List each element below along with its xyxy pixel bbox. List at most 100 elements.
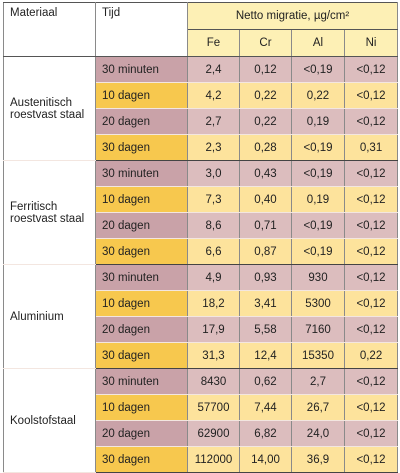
header-time: Tijd (95, 2, 188, 57)
time-cell: 30 dagen (95, 238, 188, 265)
time-cell: 30 minuten (95, 264, 188, 291)
value-cell: 15350 (291, 342, 345, 369)
value-cell: 3,41 (239, 290, 292, 317)
time-cell: 30 minuten (95, 368, 188, 395)
value-cell: <0,19 (291, 56, 345, 83)
value-cell: 930 (291, 264, 345, 291)
value-cell: 6,82 (239, 420, 292, 447)
material-cell: Austenitisch roestvast staal (3, 56, 96, 161)
value-cell: <0,12 (343, 186, 399, 213)
table-row: Aluminium 30 minuten 4,9 0,93 930 <0,12 (3, 264, 399, 369)
value-cell: 0,22 (291, 82, 345, 109)
value-cell: <0,12 (343, 238, 399, 265)
value-cell: 0,12 (239, 56, 292, 83)
table-row: 10 dagen 57700 7,44 26,7 <0,12 (4, 394, 399, 421)
table-row: Ferritisch roestvast staal 30 minuten 3,0 0… (3, 160, 399, 265)
value-cell: 24,0 (291, 420, 345, 447)
time-cell: 30 minuten (95, 56, 188, 83)
time-cell: 10 dagen (95, 394, 188, 421)
value-cell: 3,0 (187, 160, 240, 187)
header-material: Materiaal (3, 2, 96, 57)
value-cell: <0,12 (343, 368, 399, 395)
value-cell: 2,3 (187, 134, 240, 161)
value-cell: 0,43 (239, 160, 292, 187)
time-cell: 20 dagen (95, 108, 188, 135)
value-cell: <0,12 (343, 212, 399, 239)
table-row: 10 dagen 7,3 0,40 0,19 <0,12 (4, 186, 399, 213)
value-cell: 12,4 (239, 342, 292, 369)
header-elements-row: Fe Cr Al Ni (4, 29, 399, 57)
header-element: Fe (187, 29, 240, 57)
value-cell: 5,58 (239, 316, 292, 343)
value-cell: 2,7 (187, 108, 240, 135)
value-cell: 0,87 (239, 238, 292, 265)
value-cell: <0,12 (343, 394, 399, 421)
value-cell: <0,12 (343, 420, 399, 447)
migration-table: Materiaal Tijd Netto migratie, µg/cm² Fe… (3, 2, 399, 473)
table-row: 20 dagen 17,9 5,58 7160 <0,12 (4, 316, 399, 343)
value-cell: 18,2 (187, 290, 240, 317)
value-cell: 0,19 (291, 108, 345, 135)
value-cell: 62900 (187, 420, 240, 447)
value-cell: 7,3 (187, 186, 240, 213)
value-cell: <0,12 (343, 316, 399, 343)
value-cell: 0,71 (239, 212, 292, 239)
value-cell: <0,12 (343, 56, 399, 83)
time-cell: 30 minuten (95, 160, 188, 187)
value-cell: 26,7 (291, 394, 345, 421)
value-cell: <0,12 (343, 82, 399, 109)
value-cell: 2,4 (187, 56, 240, 83)
value-cell: 0,62 (239, 368, 292, 395)
time-cell: 10 dagen (95, 290, 188, 317)
table-row: Koolstofstaal 30 minuten 8430 0,62 2,7 <0,12 (3, 368, 399, 473)
value-cell: 7,44 (239, 394, 292, 421)
material-cell: Ferritisch roestvast staal (3, 160, 96, 265)
header-migration: Netto migratie, µg/cm² (186, 2, 399, 30)
value-cell: <0,12 (343, 108, 399, 135)
header-element: Cr (239, 29, 292, 57)
value-cell: 6,6 (187, 238, 240, 265)
value-cell: 0,40 (239, 186, 292, 213)
header-element: Al (291, 29, 345, 57)
header-element: Ni (343, 29, 399, 57)
value-cell: 8,6 (187, 212, 240, 239)
value-cell: 0,22 (239, 82, 292, 109)
value-cell: 17,9 (187, 316, 240, 343)
value-cell: 57700 (187, 394, 240, 421)
table-row: 20 dagen 8,6 0,71 <0,19 <0,12 (4, 212, 399, 239)
value-cell: <0,19 (291, 212, 345, 239)
value-cell: 8430 (187, 368, 240, 395)
table-row: 10 dagen 4,2 0,22 0,22 <0,12 (4, 82, 399, 109)
table-row: 10 dagen 18,2 3,41 5300 <0,12 (4, 290, 399, 317)
value-cell: <0,19 (291, 238, 345, 265)
table-row: 20 dagen 2,7 0,22 0,19 <0,12 (4, 108, 399, 135)
value-cell: <0,12 (343, 290, 399, 317)
time-cell: 20 dagen (95, 212, 188, 239)
value-cell: <0,12 (343, 160, 399, 187)
material-cell: Aluminium (3, 264, 96, 369)
value-cell: 4,9 (187, 264, 240, 291)
value-cell: 2,7 (291, 368, 345, 395)
table-row: 30 dagen 6,6 0,87 <0,19 <0,12 (4, 238, 399, 265)
value-cell: 31,3 (187, 342, 240, 369)
table-row: 20 dagen 62900 6,82 24,0 <0,12 (4, 420, 399, 447)
time-cell: 10 dagen (95, 82, 188, 109)
value-cell: <0,19 (291, 160, 345, 187)
value-cell: <0,19 (291, 134, 345, 161)
value-cell: 0,31 (343, 134, 399, 161)
value-cell: 0,19 (291, 186, 345, 213)
value-cell: <0,12 (343, 264, 399, 291)
value-cell: 5300 (291, 290, 345, 317)
time-cell: 10 dagen (95, 186, 188, 213)
page: Materiaal Tijd Netto migratie, µg/cm² Fe… (3, 2, 399, 473)
value-cell: 4,2 (187, 82, 240, 109)
value-cell: 0,22 (343, 342, 399, 369)
time-cell: 30 dagen (95, 134, 188, 161)
value-cell: 0,22 (239, 108, 292, 135)
value-cell: 0,28 (239, 134, 292, 161)
time-cell: 20 dagen (95, 420, 188, 447)
value-cell: 7160 (291, 316, 345, 343)
material-cell: Koolstofstaal (3, 368, 96, 473)
table-row: Austenitisch roestvast staal 30 minuten 2,… (3, 56, 399, 161)
value-cell: 0,93 (239, 264, 292, 291)
